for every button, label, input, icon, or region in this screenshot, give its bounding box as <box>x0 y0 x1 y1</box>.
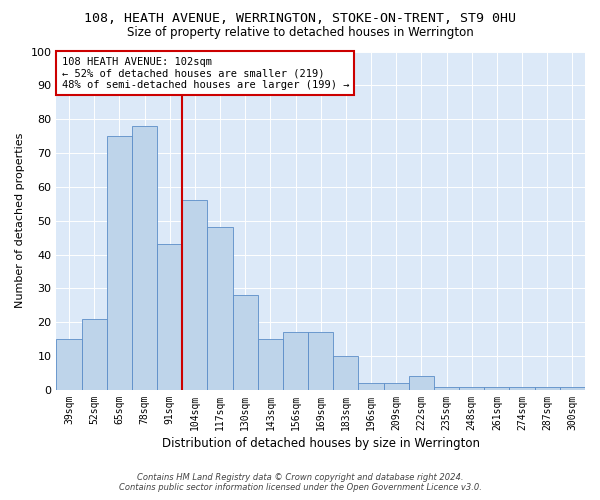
Bar <box>434 386 459 390</box>
Text: Size of property relative to detached houses in Werrington: Size of property relative to detached ho… <box>127 26 473 39</box>
Bar <box>233 295 258 390</box>
Bar <box>509 386 535 390</box>
Bar <box>333 356 358 390</box>
Bar <box>107 136 132 390</box>
Bar <box>560 386 585 390</box>
X-axis label: Distribution of detached houses by size in Werrington: Distribution of detached houses by size … <box>162 437 480 450</box>
Bar <box>308 332 333 390</box>
Bar <box>132 126 157 390</box>
Y-axis label: Number of detached properties: Number of detached properties <box>15 133 25 308</box>
Bar <box>484 386 509 390</box>
Text: Contains HM Land Registry data © Crown copyright and database right 2024.
Contai: Contains HM Land Registry data © Crown c… <box>119 473 481 492</box>
Bar <box>258 339 283 390</box>
Bar <box>409 376 434 390</box>
Bar <box>535 386 560 390</box>
Text: 108, HEATH AVENUE, WERRINGTON, STOKE-ON-TRENT, ST9 0HU: 108, HEATH AVENUE, WERRINGTON, STOKE-ON-… <box>84 12 516 26</box>
Bar <box>358 383 383 390</box>
Bar <box>56 339 82 390</box>
Bar <box>283 332 308 390</box>
Bar <box>459 386 484 390</box>
Bar <box>82 319 107 390</box>
Bar <box>157 244 182 390</box>
Text: 108 HEATH AVENUE: 102sqm
← 52% of detached houses are smaller (219)
48% of semi-: 108 HEATH AVENUE: 102sqm ← 52% of detach… <box>62 56 349 90</box>
Bar <box>383 383 409 390</box>
Bar <box>182 200 208 390</box>
Bar <box>208 228 233 390</box>
